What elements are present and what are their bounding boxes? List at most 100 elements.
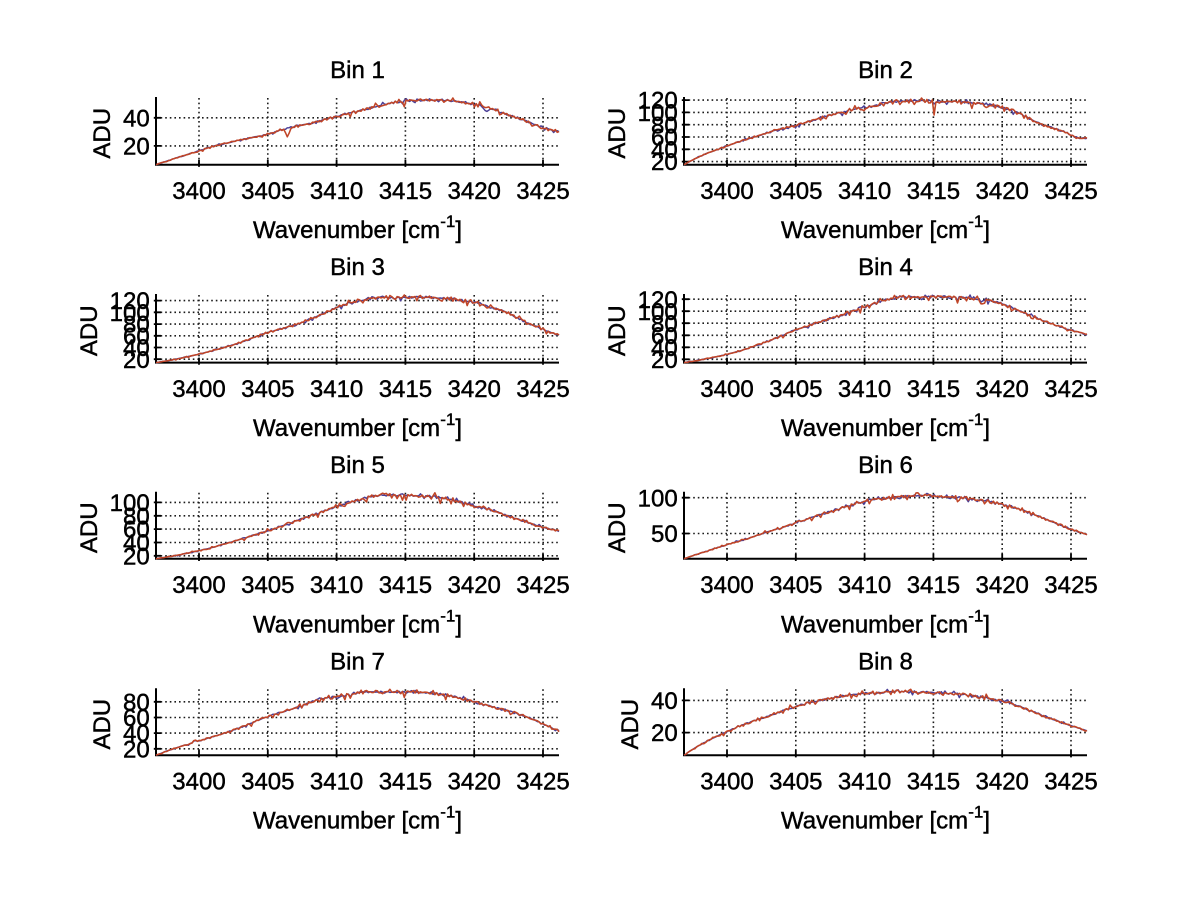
svg-text:3400: 3400 <box>700 769 753 796</box>
svg-text:Wavenumber [cm-1]: Wavenumber [cm-1] <box>781 606 990 638</box>
svg-text:3405: 3405 <box>769 178 822 205</box>
svg-text:Wavenumber [cm-1]: Wavenumber [cm-1] <box>781 410 990 442</box>
svg-text:3410: 3410 <box>310 178 363 205</box>
svg-text:ADU: ADU <box>89 108 116 159</box>
svg-text:40: 40 <box>651 688 678 715</box>
svg-text:100: 100 <box>638 485 678 512</box>
svg-text:60: 60 <box>123 705 150 732</box>
svg-text:3420: 3420 <box>976 769 1029 796</box>
svg-text:60: 60 <box>123 323 150 350</box>
svg-text:3410: 3410 <box>838 376 891 403</box>
svg-text:3415: 3415 <box>379 376 432 403</box>
svg-text:120: 120 <box>638 287 678 314</box>
svg-text:3420: 3420 <box>448 376 501 403</box>
svg-text:Wavenumber [cm-1]: Wavenumber [cm-1] <box>253 803 462 835</box>
svg-text:Wavenumber [cm-1]: Wavenumber [cm-1] <box>253 606 462 638</box>
svg-text:3405: 3405 <box>241 769 294 796</box>
svg-text:Wavenumber [cm-1]: Wavenumber [cm-1] <box>253 410 462 442</box>
svg-text:3425: 3425 <box>516 769 569 796</box>
svg-text:3420: 3420 <box>448 178 501 205</box>
svg-text:80: 80 <box>123 503 150 530</box>
svg-text:ADU: ADU <box>604 108 631 159</box>
svg-text:40: 40 <box>651 335 678 362</box>
svg-text:3425: 3425 <box>1044 178 1097 205</box>
svg-text:3410: 3410 <box>838 178 891 205</box>
svg-text:3420: 3420 <box>448 572 501 599</box>
svg-text:3420: 3420 <box>976 376 1029 403</box>
svg-text:80: 80 <box>651 311 678 338</box>
svg-text:Bin 1: Bin 1 <box>330 57 385 84</box>
svg-text:3415: 3415 <box>907 769 960 796</box>
svg-text:100: 100 <box>638 299 678 326</box>
svg-text:Bin 3: Bin 3 <box>330 254 385 281</box>
svg-text:100: 100 <box>110 490 150 517</box>
svg-text:Wavenumber [cm-1]: Wavenumber [cm-1] <box>781 212 990 244</box>
svg-text:3405: 3405 <box>241 572 294 599</box>
svg-text:Wavenumber [cm-1]: Wavenumber [cm-1] <box>253 212 462 244</box>
svg-text:40: 40 <box>123 105 150 132</box>
svg-text:3420: 3420 <box>976 178 1029 205</box>
svg-text:3420: 3420 <box>976 572 1029 599</box>
svg-text:20: 20 <box>651 720 678 747</box>
svg-text:20: 20 <box>123 134 150 161</box>
svg-text:3425: 3425 <box>516 178 569 205</box>
svg-text:Bin 6: Bin 6 <box>858 452 913 479</box>
svg-text:Bin 4: Bin 4 <box>858 254 913 281</box>
svg-text:3415: 3415 <box>907 572 960 599</box>
svg-text:3425: 3425 <box>516 572 569 599</box>
svg-text:ADU: ADU <box>604 305 631 356</box>
svg-text:Bin 8: Bin 8 <box>858 648 913 675</box>
svg-text:3415: 3415 <box>379 769 432 796</box>
svg-text:3410: 3410 <box>310 376 363 403</box>
svg-text:3400: 3400 <box>172 572 225 599</box>
svg-text:60: 60 <box>123 517 150 544</box>
svg-text:20: 20 <box>651 347 678 374</box>
svg-text:3425: 3425 <box>1044 376 1097 403</box>
svg-text:ADU: ADU <box>604 502 631 553</box>
svg-text:3400: 3400 <box>172 769 225 796</box>
svg-text:3410: 3410 <box>838 769 891 796</box>
svg-text:50: 50 <box>651 521 678 548</box>
svg-text:100: 100 <box>638 100 678 127</box>
svg-text:3405: 3405 <box>769 769 822 796</box>
svg-text:40: 40 <box>123 335 150 362</box>
svg-text:3425: 3425 <box>1044 769 1097 796</box>
svg-text:3400: 3400 <box>700 572 753 599</box>
svg-text:3415: 3415 <box>907 376 960 403</box>
svg-text:3415: 3415 <box>907 178 960 205</box>
svg-text:3405: 3405 <box>241 376 294 403</box>
svg-text:Bin 7: Bin 7 <box>330 648 385 675</box>
svg-text:3405: 3405 <box>241 178 294 205</box>
svg-text:Bin 2: Bin 2 <box>858 57 913 84</box>
svg-text:100: 100 <box>110 300 150 327</box>
svg-text:3400: 3400 <box>172 376 225 403</box>
svg-text:Wavenumber [cm-1]: Wavenumber [cm-1] <box>781 803 990 835</box>
svg-text:80: 80 <box>123 312 150 339</box>
svg-text:3415: 3415 <box>379 178 432 205</box>
svg-text:3425: 3425 <box>1044 572 1097 599</box>
svg-text:3415: 3415 <box>379 572 432 599</box>
svg-text:60: 60 <box>651 323 678 350</box>
svg-text:20: 20 <box>123 347 150 374</box>
svg-text:Bin 5: Bin 5 <box>330 452 385 479</box>
svg-text:40: 40 <box>651 137 678 164</box>
svg-text:20: 20 <box>651 149 678 176</box>
svg-text:3405: 3405 <box>769 376 822 403</box>
svg-text:80: 80 <box>123 689 150 716</box>
svg-text:80: 80 <box>651 112 678 139</box>
svg-text:3410: 3410 <box>310 572 363 599</box>
svg-text:3400: 3400 <box>700 376 753 403</box>
svg-text:120: 120 <box>638 88 678 115</box>
svg-text:20: 20 <box>123 736 150 763</box>
svg-text:3420: 3420 <box>448 769 501 796</box>
svg-text:3425: 3425 <box>516 376 569 403</box>
svg-text:20: 20 <box>123 543 150 570</box>
svg-text:3405: 3405 <box>769 572 822 599</box>
svg-text:3410: 3410 <box>310 769 363 796</box>
svg-text:ADU: ADU <box>89 699 116 750</box>
svg-text:120: 120 <box>110 288 150 315</box>
svg-text:40: 40 <box>123 530 150 557</box>
svg-text:40: 40 <box>123 721 150 748</box>
svg-text:ADU: ADU <box>76 305 103 356</box>
svg-text:3410: 3410 <box>838 572 891 599</box>
